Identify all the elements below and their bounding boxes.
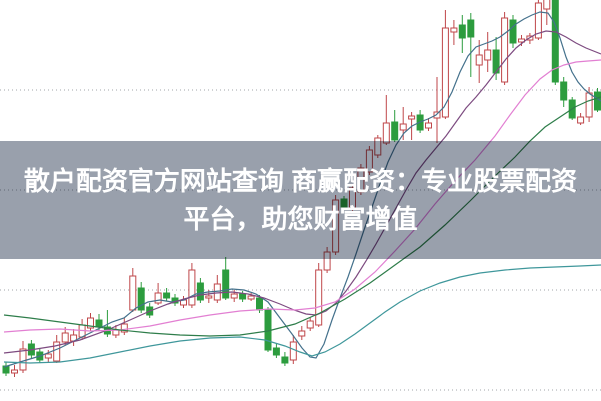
watermark-line-1: 散户配资官方网站查询 商赢配资：专业股票配资 [23,166,578,196]
watermark-text: 散户配资官方网站查询 商赢配资：专业股票配资 平台，助您财富增值 [0,141,601,259]
ma-teal [3,264,601,364]
watermark-line-2: 平台，助您财富增值 [183,204,418,234]
ma-dark-green [3,96,601,337]
ma-magenta [3,59,601,333]
watermark-band [0,141,601,259]
